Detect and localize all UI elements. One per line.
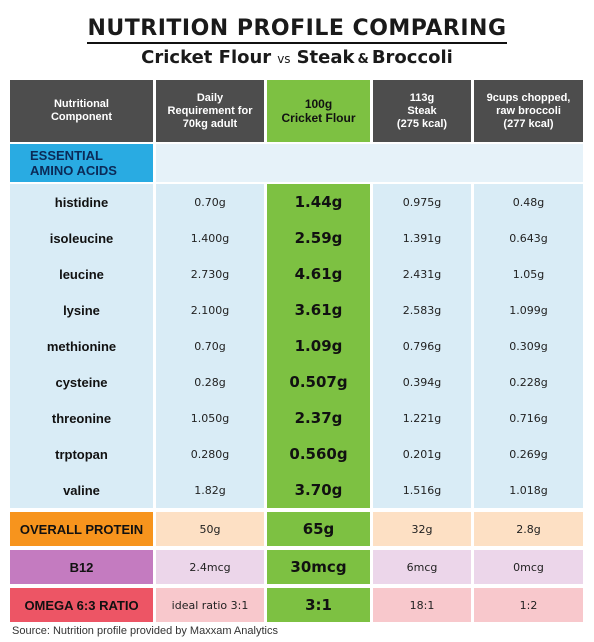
header-broccoli: 9cups chopped, raw broccoli (277 kcal) bbox=[474, 80, 583, 142]
amino-name: threonine bbox=[51, 410, 112, 426]
amino-cricket: 3.70g bbox=[294, 481, 343, 499]
amino-broccoli: 1.099g bbox=[509, 303, 548, 317]
amino-req-column bbox=[156, 184, 264, 508]
omega-label: OMEGA 6:3 RATIO bbox=[10, 588, 153, 622]
header-text: Steak bbox=[407, 104, 437, 117]
b12-steak: 6mcg bbox=[373, 550, 471, 584]
amino-broccoli: 1.018g bbox=[509, 483, 548, 497]
header-text: 100g bbox=[304, 97, 333, 111]
amino-req: 1.400g bbox=[190, 231, 230, 245]
protein-steak: 32g bbox=[373, 512, 471, 546]
protein-req: 50g bbox=[156, 512, 264, 546]
amino-req: 0.70g bbox=[194, 339, 226, 353]
subtitle-left: Cricket Flour bbox=[141, 47, 272, 68]
amino-label-column bbox=[10, 184, 153, 508]
header-text: Daily bbox=[196, 91, 224, 104]
amino-steak: 1.391g bbox=[402, 231, 442, 245]
amino-cricket: 1.44g bbox=[294, 193, 343, 211]
page-title-text: NUTRITION PROFILE COMPARING bbox=[87, 16, 507, 44]
source-note: Source: Nutrition profile provided by Ma… bbox=[12, 625, 278, 637]
amino-acids-section-label: ESSENTIAL AMINO ACIDS bbox=[10, 144, 153, 182]
subtitle-vs: vs bbox=[277, 52, 291, 66]
section-text: AMINO ACIDS bbox=[30, 163, 117, 178]
amino-broccoli: 0.269g bbox=[509, 447, 548, 461]
amino-name: methionine bbox=[46, 338, 117, 354]
b12-broccoli: 0mcg bbox=[474, 550, 583, 584]
header-text: (275 kcal) bbox=[396, 117, 448, 130]
header-text: Cricket Flour bbox=[281, 111, 356, 125]
amino-name: valine bbox=[63, 482, 100, 498]
amino-steak: 0.201g bbox=[402, 447, 442, 461]
amino-cricket: 4.61g bbox=[294, 265, 343, 283]
amino-cricket: 0.560g bbox=[289, 445, 348, 463]
header-text: Requirement for bbox=[167, 104, 253, 117]
amino-steak: 1.516g bbox=[402, 483, 442, 497]
header-text: 9cups chopped, bbox=[486, 91, 571, 104]
amino-cricket-column bbox=[267, 184, 370, 508]
amino-section-spacer bbox=[156, 144, 583, 182]
amino-req: 2.100g bbox=[190, 303, 230, 317]
amino-steak: 2.431g bbox=[402, 267, 442, 281]
amino-steak: 2.583g bbox=[402, 303, 442, 317]
amino-req: 2.730g bbox=[190, 267, 230, 281]
omega-steak: 18:1 bbox=[373, 588, 471, 622]
header-steak: 113g Steak (275 kcal) bbox=[373, 80, 471, 142]
amino-name: isoleucine bbox=[49, 230, 114, 246]
amino-name: lysine bbox=[63, 302, 100, 318]
amino-name: histidine bbox=[54, 194, 109, 210]
omega-broccoli: 1:2 bbox=[474, 588, 583, 622]
amino-broccoli: 0.309g bbox=[509, 339, 548, 353]
header-text: 70kg adult bbox=[182, 117, 238, 130]
amino-req: 1.82g bbox=[194, 483, 226, 497]
b12-cricket: 30mcg bbox=[267, 550, 370, 584]
amino-req: 0.28g bbox=[194, 375, 226, 389]
amino-broccoli: 0.48g bbox=[512, 195, 545, 209]
subtitle-amp: & bbox=[357, 52, 369, 67]
amino-broccoli: 0.716g bbox=[509, 411, 548, 425]
page-subtitle: Cricket Flour vs Steak & Broccoli bbox=[0, 47, 594, 68]
b12-label: B12 bbox=[10, 550, 153, 584]
header-text: Nutritional bbox=[53, 98, 109, 110]
amino-cricket: 3.61g bbox=[294, 301, 343, 319]
amino-broccoli: 0.643g bbox=[509, 231, 548, 245]
amino-name: trptopan bbox=[55, 446, 108, 462]
b12-req: 2.4mcg bbox=[156, 550, 264, 584]
amino-cricket: 1.09g bbox=[294, 337, 343, 355]
amino-steak: 0.394g bbox=[402, 375, 442, 389]
header-text: Component bbox=[50, 111, 113, 123]
subtitle-right-b: Broccoli bbox=[371, 47, 453, 68]
header-text: 113g bbox=[409, 91, 435, 104]
header-text: (277 kcal) bbox=[503, 117, 554, 130]
section-text: ESSENTIAL bbox=[30, 148, 103, 163]
amino-cricket: 2.37g bbox=[294, 409, 343, 427]
protein-cricket: 65g bbox=[267, 512, 370, 546]
subtitle-right-a: Steak bbox=[296, 47, 355, 68]
amino-broccoli-column bbox=[474, 184, 583, 508]
page-title: NUTRITION PROFILE COMPARING bbox=[0, 16, 594, 44]
amino-name: leucine bbox=[59, 266, 104, 282]
amino-req: 0.280g bbox=[190, 447, 230, 461]
amino-broccoli: 0.228g bbox=[509, 375, 548, 389]
amino-cricket: 0.507g bbox=[289, 373, 348, 391]
header-text: raw broccoli bbox=[496, 104, 561, 117]
omega-req: ideal ratio 3:1 bbox=[156, 588, 264, 622]
amino-name: cysteine bbox=[55, 374, 108, 390]
amino-steak: 1.221g bbox=[402, 411, 442, 425]
amino-broccoli: 1.05g bbox=[512, 267, 545, 281]
header-daily-requirement: Daily Requirement for 70kg adult bbox=[156, 80, 264, 142]
protein-label: OVERALL PROTEIN bbox=[10, 512, 153, 546]
amino-req: 1.050g bbox=[190, 411, 230, 425]
amino-req: 0.70g bbox=[194, 195, 226, 209]
protein-broccoli: 2.8g bbox=[474, 512, 583, 546]
header-cricket-flour: 100g Cricket Flour bbox=[267, 80, 370, 142]
amino-steak: 0.796g bbox=[402, 339, 442, 353]
omega-cricket: 3:1 bbox=[267, 588, 370, 622]
amino-steak-column bbox=[373, 184, 471, 508]
header-nutritional-component: Nutritional Component bbox=[10, 80, 153, 142]
amino-steak: 0.975g bbox=[402, 195, 442, 209]
amino-cricket: 2.59g bbox=[294, 229, 343, 247]
